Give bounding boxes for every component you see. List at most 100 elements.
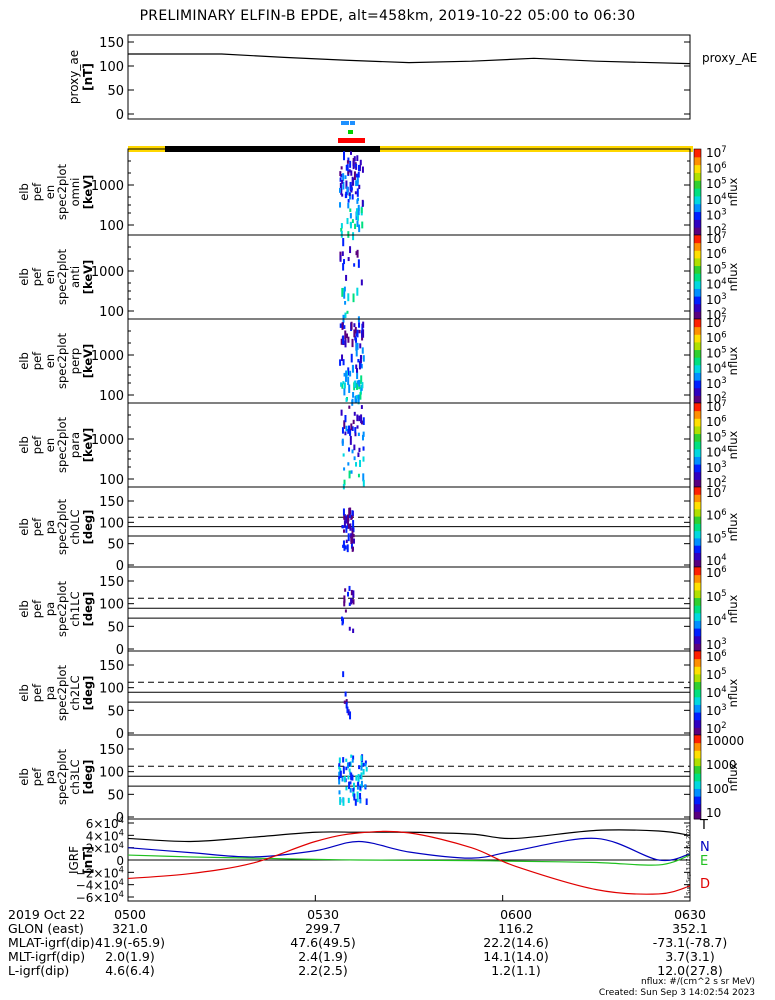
pitch-angle-pixel	[345, 766, 348, 771]
spectrum-pixel	[360, 414, 363, 424]
footer-col2-l: 1.2(1.1)	[491, 963, 541, 978]
y-axis-label: pa	[43, 602, 57, 616]
y-tick-label: 50	[107, 538, 124, 553]
spectrum-pixel	[350, 321, 353, 330]
colorbar-frame	[693, 734, 702, 820]
spectrum-pixel	[360, 279, 363, 286]
y-tick-label: 100	[99, 60, 124, 75]
colorbar-segment	[694, 620, 701, 629]
spectrum-pixel	[347, 171, 350, 175]
pitch-angle-pixel	[354, 798, 357, 806]
legend-N: N	[700, 840, 710, 855]
pitch-angle-pixel	[347, 775, 350, 780]
spectrum-pixel	[358, 379, 361, 387]
y-axis-label: spec2plot	[55, 498, 69, 555]
pitch-angle-pixel	[351, 527, 354, 531]
pitch-angle-pixel	[343, 520, 346, 528]
spectrum-pixel	[352, 392, 355, 398]
pitch-angle-pixel	[348, 762, 351, 767]
colorbar-segment	[694, 552, 701, 561]
spectrum-pixel	[359, 159, 362, 166]
footer-col2-time: 0600	[500, 907, 532, 922]
spectrum-pixel	[360, 363, 363, 369]
y-tick-label: 1000	[91, 433, 124, 448]
pitch-angle-pixel	[348, 514, 351, 518]
spectrum-pixel	[345, 274, 348, 281]
spec-perp-frame	[127, 318, 691, 404]
spectrum-pixel	[342, 238, 345, 247]
pitch-angle-pixel	[349, 761, 352, 767]
colorbar-segment	[694, 635, 701, 644]
colorbar-tick-label: 105	[706, 175, 727, 191]
spectrum-pixel	[356, 199, 359, 204]
y-axis-label: spec2plot	[55, 748, 69, 805]
y-axis-label: elb	[17, 436, 31, 454]
spectrum-pixel	[348, 192, 351, 196]
spectrum-pixel	[343, 420, 346, 429]
spec-omni-frame	[127, 148, 691, 236]
y-axis-label: [deg]	[81, 510, 95, 545]
colorbar-segment	[694, 773, 701, 782]
pitch-angle-pixel	[344, 691, 347, 697]
pitch-angle-pixel	[343, 700, 346, 704]
colorbar-unit: nflux	[726, 262, 740, 291]
colorbar-segment	[694, 471, 701, 480]
footer-col0-mlat: 41.9(-65.9)	[95, 935, 165, 950]
y-axis-label: [keV]	[81, 428, 95, 463]
spectrum-pixel	[343, 286, 346, 292]
spectrum-pixel	[345, 180, 348, 189]
footer-col1-l: 2.2(2.5)	[298, 963, 348, 978]
pitch-angle-pixel	[357, 781, 360, 787]
colorbar-segment	[694, 666, 701, 675]
colorbar-segment	[694, 605, 701, 614]
footer-col3-mlt: 3.7(3.1)	[665, 949, 715, 964]
pitch-angle-pixel	[338, 779, 341, 785]
pitch-angle-pixel	[365, 766, 368, 772]
pitch-angle-pixel	[338, 763, 341, 767]
colorbar-segment	[694, 735, 701, 744]
pa-ch1-frame	[127, 566, 691, 652]
y-axis-label: elb	[17, 518, 31, 536]
pitch-angle-pixel	[342, 540, 345, 546]
y-axis-label: pef	[30, 599, 44, 618]
colorbar-segment	[694, 203, 701, 213]
spectrum-pixel	[357, 164, 360, 172]
y-axis-label: ch0LC	[68, 509, 82, 544]
pitch-angle-pixel	[364, 784, 367, 789]
pitch-angle-pixel	[352, 538, 355, 544]
spectrum-pixel	[350, 470, 353, 474]
vertical-stamp: Sun Sep 3 07:02:54 2023	[686, 824, 692, 895]
colorbar-tick-label: 107	[706, 314, 727, 330]
pitch-angle-pixel	[360, 755, 363, 762]
spectrum-pixel	[341, 251, 344, 256]
pitch-angle-pixel	[350, 598, 353, 603]
spectrum-pixel	[357, 473, 360, 478]
spectrum-pixel	[358, 184, 361, 190]
spectrum-pixel	[346, 310, 349, 314]
colorbar-segment	[694, 227, 701, 236]
y-tick-label: 0	[116, 643, 124, 658]
pitch-angle-pixel	[348, 602, 351, 606]
pitch-angle-pixel	[360, 761, 363, 769]
colorbar-segment	[694, 788, 701, 797]
y-axis-label: pef	[30, 182, 44, 201]
spectrum-pixel	[344, 372, 347, 382]
pa-ch2-colorbar: 102 103 104 105 106 nflux	[693, 648, 740, 736]
y-axis-label: ch3LC	[68, 759, 82, 794]
footer-col2-glon: 116.2	[498, 921, 534, 936]
colorbar-segment	[694, 265, 701, 274]
spectrum-pixel	[348, 425, 351, 431]
spectrum-pixel	[340, 228, 343, 232]
colorbar-segment	[694, 334, 701, 343]
colorbar-segment	[694, 464, 701, 473]
spectrum-pixel	[356, 395, 359, 399]
spectrum-pixel	[343, 259, 346, 265]
pitch-angle-pixel	[351, 510, 354, 516]
spectrum-pixel	[361, 347, 364, 354]
pitch-angle-pixel	[342, 757, 345, 763]
pitch-angle-pixel	[350, 514, 353, 520]
y-tick-label: 50	[107, 704, 124, 719]
colorbar-segment	[694, 441, 701, 450]
